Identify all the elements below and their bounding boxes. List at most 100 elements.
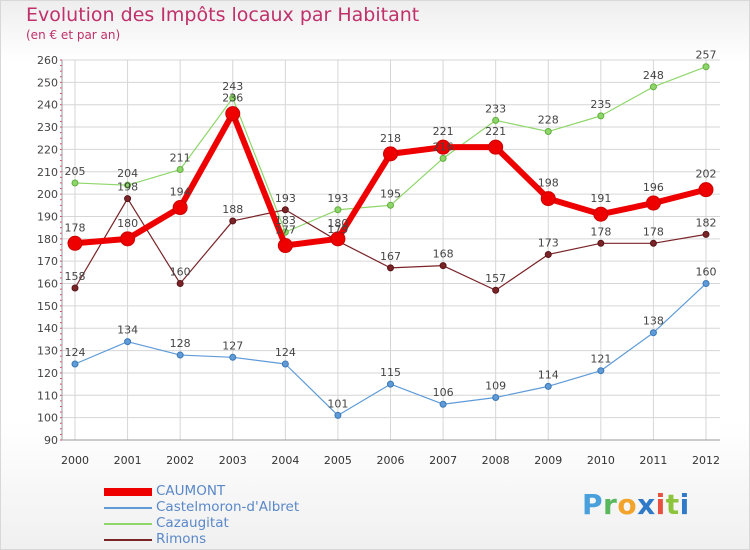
data-label-rimons: 198 (117, 181, 138, 194)
y-tick-label: 130 (37, 345, 58, 358)
data-label-castelmoron: 160 (696, 266, 717, 279)
legend-swatch-cazaugitat (104, 523, 152, 525)
y-tick-label: 150 (37, 300, 58, 313)
data-label-cazaugitat: 233 (485, 102, 506, 115)
data-point-cazaugitat (492, 116, 500, 124)
y-tick-label: 190 (37, 210, 58, 223)
data-point-cazaugitat (334, 206, 342, 214)
data-point-rimons (439, 262, 447, 270)
data-label-cazaugitat: 195 (380, 187, 401, 200)
data-point-castelmoron (597, 367, 605, 375)
data-label-caumont: 191 (590, 192, 611, 205)
data-label-castelmoron: 114 (538, 368, 559, 381)
data-label-rimons: 173 (538, 236, 559, 249)
legend-label-rimons: Rimons (156, 531, 207, 547)
x-tick-label: 2010 (587, 454, 615, 467)
data-point-caumont (172, 200, 188, 216)
data-point-castelmoron (176, 351, 184, 359)
data-point-castelmoron (439, 400, 447, 408)
chart-subtitle: (en € et par an) (26, 28, 121, 42)
data-label-castelmoron: 124 (65, 346, 86, 359)
data-label-rimons: 157 (485, 272, 506, 285)
y-tick-label: 250 (37, 76, 58, 89)
data-label-caumont: 198 (538, 177, 559, 190)
y-tick-label: 210 (37, 166, 58, 179)
x-tick-label: 2011 (639, 454, 667, 467)
data-label-rimons: 193 (275, 192, 296, 205)
data-label-cazaugitat: 183 (275, 214, 296, 227)
data-point-caumont (540, 191, 556, 207)
y-tick-label: 240 (37, 99, 58, 112)
data-point-cazaugitat (71, 179, 79, 187)
data-point-castelmoron (71, 360, 79, 368)
data-label-caumont: 196 (643, 181, 664, 194)
chart-title: Evolution des Impôts locaux par Habitant (26, 4, 420, 26)
data-point-rimons (544, 250, 552, 258)
data-label-castelmoron: 101 (327, 397, 348, 410)
y-tick-label: 260 (37, 54, 58, 67)
data-label-castelmoron: 124 (275, 346, 296, 359)
data-point-caumont (488, 139, 504, 155)
data-label-cazaugitat: 228 (538, 114, 559, 127)
data-point-rimons (649, 239, 657, 247)
y-tick-label: 220 (37, 143, 58, 156)
data-label-caumont: 177 (275, 224, 296, 237)
data-point-castelmoron (334, 411, 342, 419)
data-point-castelmoron (229, 353, 237, 361)
data-point-rimons (597, 239, 605, 247)
x-tick-label: 2006 (377, 454, 405, 467)
data-point-castelmoron (387, 380, 394, 388)
data-label-caumont: 221 (433, 125, 454, 138)
x-tick-label: 2003 (219, 454, 247, 467)
x-tick-label: 2004 (271, 454, 299, 467)
data-label-caumont: 194 (170, 186, 191, 199)
data-point-cazaugitat (387, 201, 394, 209)
legend-swatch-castelmoron (104, 507, 152, 509)
data-point-caumont (645, 195, 661, 211)
data-point-caumont (593, 206, 609, 222)
y-tick-label: 170 (37, 255, 58, 268)
data-label-caumont: 178 (65, 221, 86, 234)
data-label-caumont: 180 (117, 217, 138, 230)
data-label-caumont: 180 (327, 217, 348, 230)
y-tick-label: 100 (37, 412, 58, 425)
data-point-cazaugitat (229, 94, 237, 102)
data-label-cazaugitat: 205 (65, 165, 86, 178)
legend-label-cazaugitat: Cazaugitat (156, 515, 229, 531)
data-point-rimons (176, 280, 184, 288)
y-tick-label: 120 (37, 367, 58, 380)
data-label-cazaugitat: 193 (327, 192, 348, 205)
data-point-castelmoron (124, 338, 132, 346)
data-label-castelmoron: 134 (117, 324, 138, 337)
y-tick-label: 110 (37, 389, 58, 402)
data-label-caumont: 202 (696, 168, 717, 181)
data-point-caumont (225, 106, 241, 122)
x-tick-label: 2012 (692, 454, 720, 467)
data-point-castelmoron (649, 329, 657, 337)
x-tick-label: 2001 (114, 454, 142, 467)
data-label-caumont: 218 (380, 132, 401, 145)
data-point-rimons (281, 206, 289, 214)
data-label-rimons: 178 (590, 225, 611, 238)
data-point-castelmoron (544, 382, 552, 390)
x-tick-label: 2000 (61, 454, 89, 467)
data-point-rimons (71, 284, 79, 292)
data-label-castelmoron: 127 (222, 339, 243, 352)
x-tick-label: 2009 (534, 454, 562, 467)
data-label-rimons: 178 (643, 225, 664, 238)
y-tick-label: 140 (37, 322, 58, 335)
data-label-cazaugitat: 257 (696, 49, 717, 62)
data-point-caumont (435, 139, 451, 155)
data-point-cazaugitat (439, 154, 447, 162)
data-label-cazaugitat: 243 (222, 80, 243, 93)
data-label-cazaugitat: 235 (590, 98, 611, 111)
y-tick-label: 180 (37, 233, 58, 246)
data-label-rimons: 179 (327, 223, 348, 236)
y-tick-label: 160 (37, 278, 58, 291)
y-tick-label: 230 (37, 121, 58, 134)
x-tick-label: 2007 (429, 454, 457, 467)
data-point-cazaugitat (176, 166, 184, 174)
data-point-castelmoron (281, 360, 289, 368)
legend-label-castelmoron: Castelmoron-d'Albret (156, 499, 300, 515)
data-point-caumont (383, 146, 398, 162)
